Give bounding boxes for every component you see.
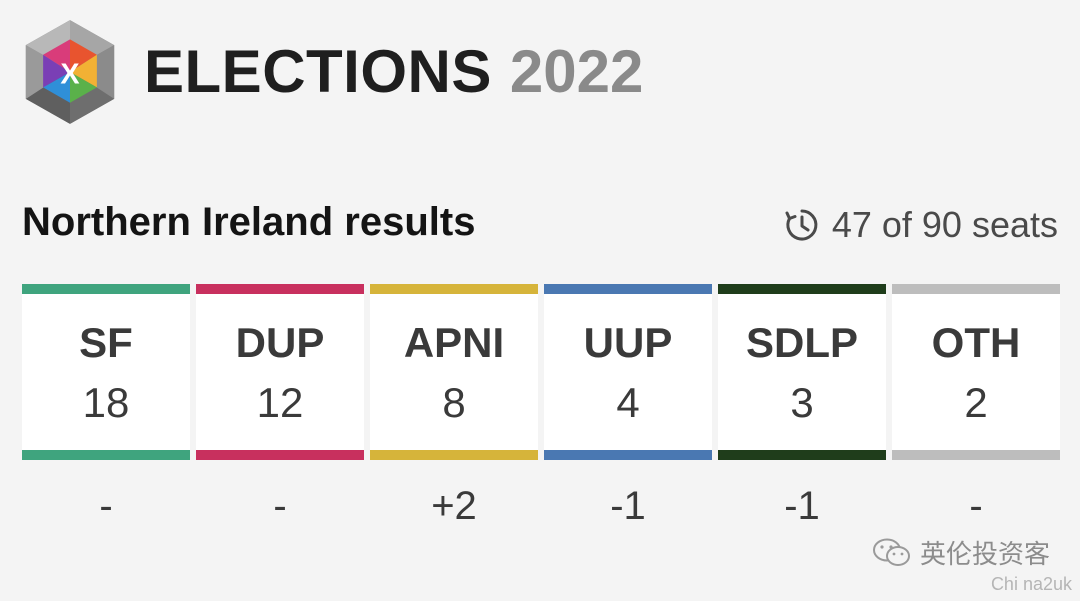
results-title: Northern Ireland results: [22, 200, 476, 244]
party-abbr: APNI: [403, 319, 505, 366]
seats-text: 47 of 90 seats: [831, 204, 1058, 245]
party-change: +2: [431, 484, 477, 528]
clock-icon: [785, 209, 818, 241]
party-seats: 12: [256, 379, 304, 426]
elections-title: ELECTIONS: [144, 38, 492, 105]
logo-letter: X: [60, 59, 79, 91]
party-abbr: UUP: [583, 319, 673, 366]
party-seats: 3: [790, 379, 814, 426]
party-abbr: SF: [79, 319, 133, 366]
party-cards: SF 18 - DUP 12 - APNI 8 +2 UUP 4 -1: [22, 284, 1060, 526]
party-seats: 4: [616, 379, 640, 426]
party-column-sf: SF 18 -: [22, 284, 190, 526]
party-card-uup: UUP 4: [544, 284, 712, 460]
watermark: 英伦投资客: [872, 534, 1050, 571]
watermark-subtext: Chi na2uk: [990, 574, 1072, 594]
party-change: -: [969, 484, 983, 528]
party-change: -: [273, 484, 287, 528]
party-change: -1: [784, 484, 820, 528]
elections-year: 2022: [509, 38, 644, 105]
party-abbr: SDLP: [745, 319, 858, 366]
watermark-text: 英伦投资客: [919, 539, 1050, 569]
party-column-oth: OTH 2 -: [892, 284, 1060, 526]
party-card-apni: APNI 8: [370, 284, 538, 460]
wechat-icon: [872, 538, 910, 566]
party-seats: 18: [82, 379, 130, 426]
party-column-uup: UUP 4 -1: [544, 284, 712, 526]
party-column-apni: APNI 8 +2: [370, 284, 538, 526]
party-card-oth: OTH 2: [892, 284, 1060, 460]
party-card-sf: SF 18: [22, 284, 190, 460]
party-card-dup: DUP 12: [196, 284, 364, 460]
party-card-sdlp: SDLP 3: [718, 284, 886, 460]
party-abbr: DUP: [235, 319, 325, 366]
elections-logo-icon: X: [25, 20, 115, 124]
party-column-sdlp: SDLP 3 -1: [718, 284, 886, 526]
party-abbr: OTH: [931, 319, 1021, 366]
seats-counter: 47 of 90 seats: [784, 204, 1058, 246]
party-change: -1: [610, 484, 646, 528]
elections-header: X ELECTIONS 2022: [22, 18, 643, 126]
party-change: -: [99, 484, 113, 528]
party-column-dup: DUP 12 -: [196, 284, 364, 526]
party-seats: 8: [442, 379, 466, 426]
party-seats: 2: [964, 379, 988, 426]
